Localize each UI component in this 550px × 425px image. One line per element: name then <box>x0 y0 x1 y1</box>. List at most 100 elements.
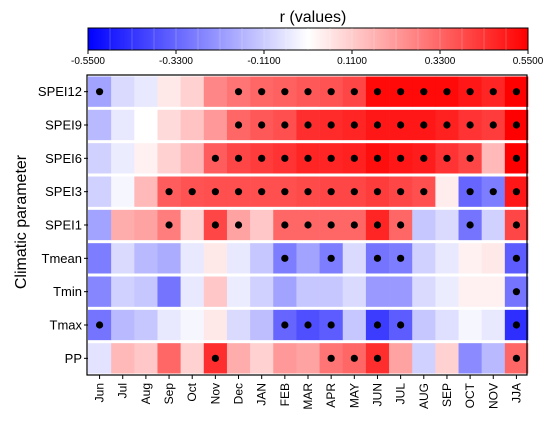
heatmap-cell <box>180 243 205 274</box>
heatmap-cell <box>134 309 158 341</box>
heatmap-cell <box>203 309 228 341</box>
significance-dot <box>95 321 104 329</box>
heatmap-cell <box>481 343 506 374</box>
row-label: Tmax <box>50 318 83 333</box>
row-tick-labels: SPEI12 SPEI9 SPEI6 SPEI3 SPEI1 Tmean Tmin Tmax P… <box>38 84 88 366</box>
heatmap-cell <box>180 109 205 141</box>
column-label: MAR <box>301 383 315 410</box>
significance-dot <box>512 221 521 229</box>
significance-dot <box>512 354 521 362</box>
significance-dot <box>373 121 382 129</box>
significance-dot <box>165 188 173 196</box>
significance-dot <box>397 154 405 162</box>
row-label: PP <box>65 351 82 366</box>
heatmap-cell <box>273 276 297 307</box>
significance-dot <box>397 88 405 96</box>
colorbar-tick-label: 0.1100 <box>337 56 367 67</box>
column-label: JAN <box>255 383 269 406</box>
heatmap-cell <box>180 76 205 107</box>
heatmap-cell <box>111 276 135 307</box>
column-label: OCT <box>463 382 477 408</box>
heatmap-cell <box>412 309 436 341</box>
significance-dot <box>327 254 335 262</box>
significance-dot <box>281 254 289 262</box>
heatmap-cell <box>180 143 205 174</box>
heatmap-cell <box>435 176 459 207</box>
heatmap-cell <box>134 276 158 307</box>
significance-dot <box>373 354 382 362</box>
significance-dot <box>327 188 335 196</box>
significance-dot <box>466 88 474 96</box>
column-tick-labels: Jun Jul Aug Sep Oct Nov Dec JAN FEB MAR APR MAY JUN J… <box>93 375 523 410</box>
significance-dot <box>327 321 335 329</box>
heatmap-cell <box>342 243 367 274</box>
significance-dot <box>420 188 428 196</box>
column-label: MAY <box>347 383 361 408</box>
heatmap-cell <box>226 243 251 274</box>
colorbar-tick-label: -0.1100 <box>247 56 281 67</box>
significance-dot <box>512 154 521 162</box>
heatmap-cell <box>250 343 274 374</box>
significance-dot <box>350 121 358 129</box>
colorbar-tick-labels: -0.5500 -0.3300 -0.1100 0.1100 0.3300 0.5500 <box>71 50 544 67</box>
significance-dot <box>373 88 382 96</box>
significance-dot <box>512 321 521 329</box>
heatmap-cell <box>458 309 482 341</box>
heatmap-cell <box>342 276 367 307</box>
significance-dot <box>512 254 521 262</box>
heatmap-cell <box>88 209 112 241</box>
heatmap-cell <box>481 243 506 274</box>
significance-dot <box>304 188 312 196</box>
heatmap-cell <box>435 343 459 374</box>
significance-dot <box>327 221 335 229</box>
heatmap-cell <box>134 343 158 374</box>
significance-dot <box>489 121 497 129</box>
significance-dot <box>281 88 289 96</box>
heatmap-cell <box>435 276 459 307</box>
significance-dot <box>443 154 451 162</box>
significance-dot <box>373 221 382 229</box>
heatmap-cell <box>157 76 181 107</box>
significance-dot <box>420 154 428 162</box>
significance-dot <box>350 88 358 96</box>
significance-dot <box>211 188 219 196</box>
heatmap-cell <box>111 176 135 207</box>
significance-dot <box>373 188 382 196</box>
significance-dot <box>466 154 474 162</box>
heatmap-cell <box>111 343 135 374</box>
significance-dot <box>188 188 196 196</box>
significance-dot <box>466 121 474 129</box>
heatmap-cell <box>134 143 158 174</box>
heatmap-cell <box>250 276 274 307</box>
significance-dot <box>397 188 405 196</box>
significance-dot <box>512 188 521 196</box>
heatmap-cell <box>111 143 135 174</box>
column-label: NOV <box>486 383 500 409</box>
row-label: Tmin <box>53 284 82 299</box>
heatmap-cell <box>111 309 135 341</box>
heatmap-cell <box>342 309 367 341</box>
significance-dot <box>512 288 521 296</box>
colorbar-title: r (values) <box>280 9 347 26</box>
heatmap-cell <box>88 109 112 141</box>
significance-dot <box>281 154 289 162</box>
heatmap-cell <box>412 343 436 374</box>
heatmap-cell <box>412 243 436 274</box>
significance-dot <box>350 188 358 196</box>
heatmap-cell <box>250 309 274 341</box>
heatmap-cell <box>435 209 459 241</box>
significance-dot <box>512 88 521 96</box>
heatmap-cell <box>412 276 436 307</box>
significance-dot <box>489 88 497 96</box>
colorbar-gradient <box>87 27 529 51</box>
column-label: SEP <box>440 383 454 407</box>
significance-dot <box>466 221 474 229</box>
heatmap-cell <box>111 109 135 141</box>
heatmap-cell <box>157 309 181 341</box>
significance-dot <box>281 221 289 229</box>
significance-dot <box>397 254 405 262</box>
significance-dot <box>304 88 312 96</box>
heatmap-cell <box>111 76 135 107</box>
significance-dot <box>327 121 335 129</box>
